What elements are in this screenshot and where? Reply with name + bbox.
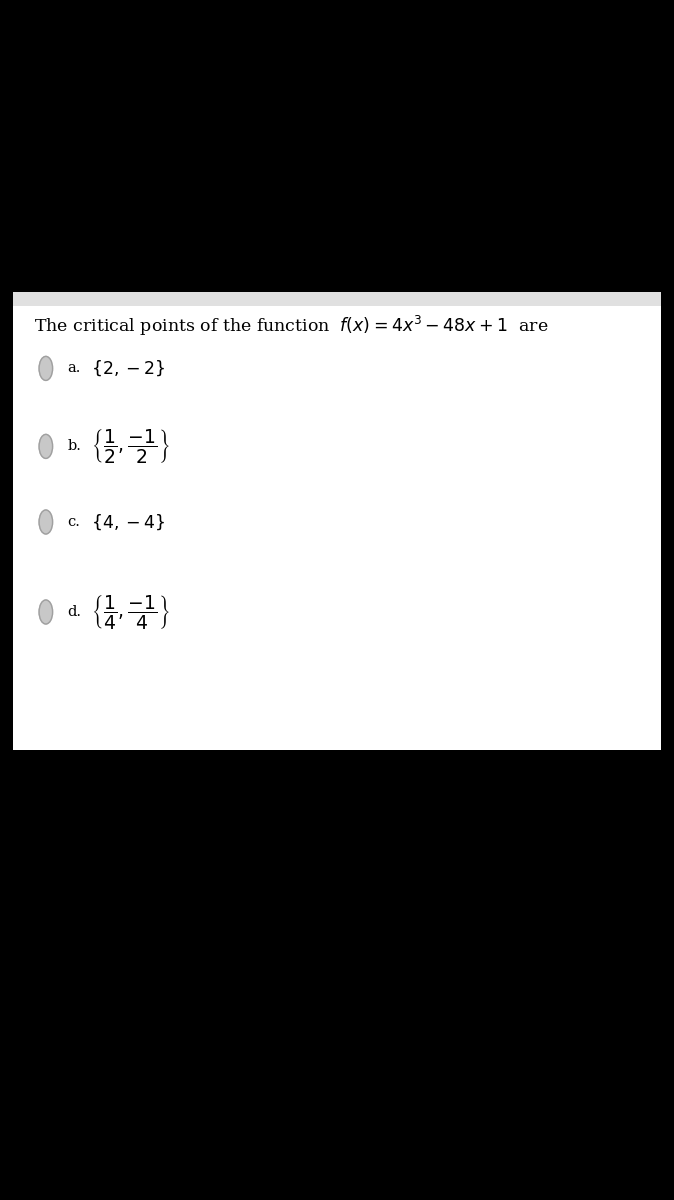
Text: $\{2, -2\}$: $\{2, -2\}$ xyxy=(91,359,165,378)
Text: $\left\{\dfrac{1}{4}, \dfrac{-1}{4}\right\}$: $\left\{\dfrac{1}{4}, \dfrac{-1}{4}\righ… xyxy=(91,593,170,631)
FancyBboxPatch shape xyxy=(13,292,661,306)
Circle shape xyxy=(39,434,53,458)
Text: b.: b. xyxy=(67,439,82,454)
Text: The critical points of the function  $f(x)= 4x^3 - 48x +1$  are: The critical points of the function $f(x… xyxy=(34,314,549,338)
Text: d.: d. xyxy=(67,605,82,619)
Circle shape xyxy=(39,356,53,380)
Text: c.: c. xyxy=(67,515,80,529)
Text: a.: a. xyxy=(67,361,81,376)
Text: $\left\{\dfrac{1}{2}, \dfrac{-1}{2}\right\}$: $\left\{\dfrac{1}{2}, \dfrac{-1}{2}\righ… xyxy=(91,427,170,466)
Circle shape xyxy=(39,510,53,534)
Circle shape xyxy=(39,600,53,624)
Text: $\{4, -4\}$: $\{4, -4\}$ xyxy=(91,512,165,532)
FancyBboxPatch shape xyxy=(13,292,661,750)
